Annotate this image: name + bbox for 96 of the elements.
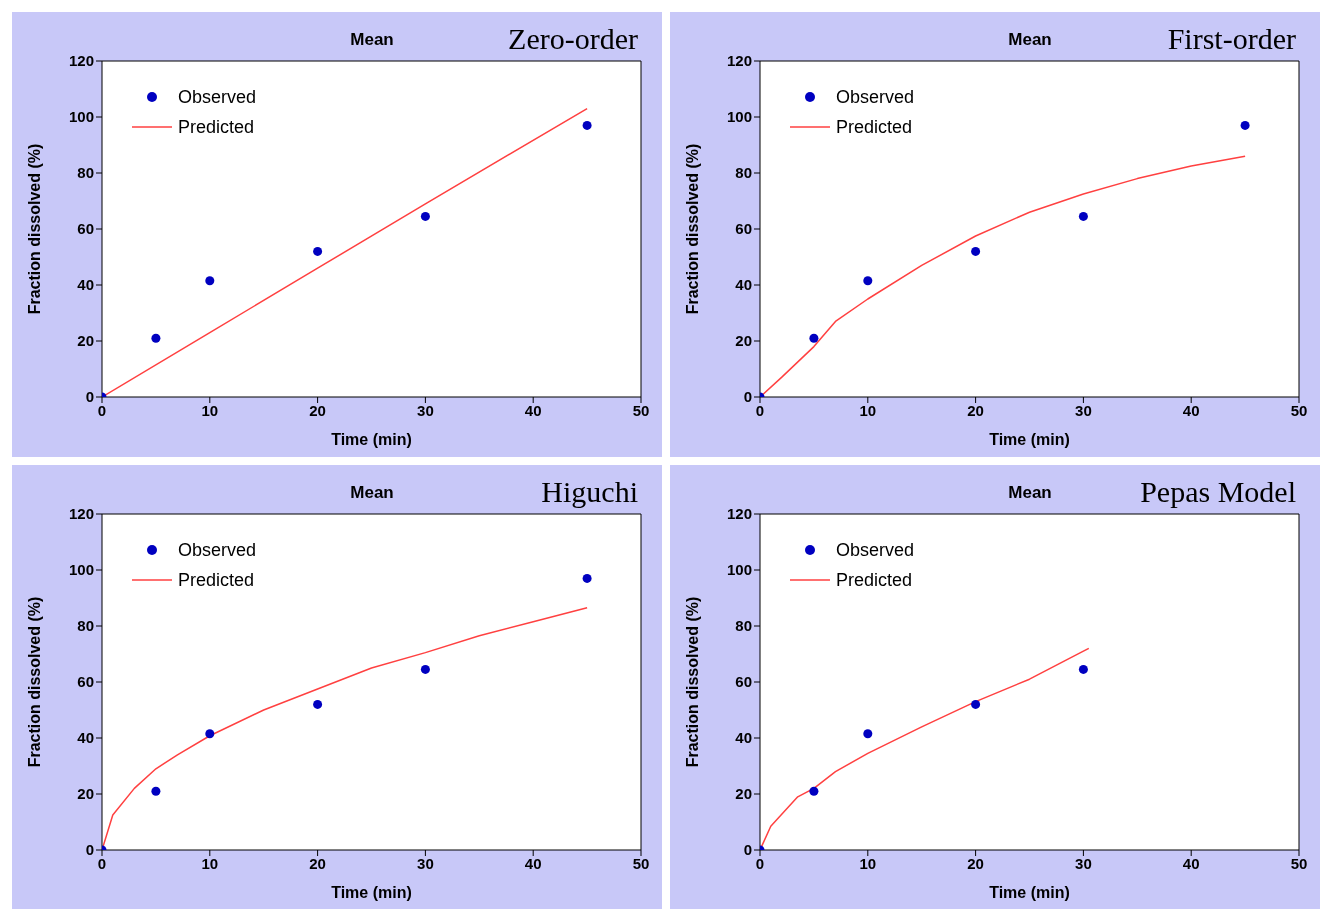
y-axis-title: Fraction dissolved (%) <box>683 596 701 768</box>
y-tick-label: 120 <box>726 505 752 523</box>
x-axis-title: Time (min) <box>331 431 412 448</box>
x-tick-label: 50 <box>1290 854 1308 872</box>
y-axis-title: Fraction dissolved (%) <box>683 143 701 315</box>
legend-label: Predicted <box>178 116 255 139</box>
x-tick-label: 10 <box>859 401 877 419</box>
chart-title: Mean <box>350 30 394 49</box>
x-tick-label: 40 <box>1182 854 1200 872</box>
x-tick-label: 30 <box>417 401 434 419</box>
x-tick-label: 30 <box>417 854 434 872</box>
y-tick-label: 40 <box>77 276 94 294</box>
y-tick-label: 0 <box>85 841 94 859</box>
y-tick-label: 60 <box>77 220 94 238</box>
x-tick-label: 40 <box>524 401 542 419</box>
legend-label: Predicted <box>178 569 255 592</box>
chart-subtitle: Zero-order <box>508 22 638 56</box>
x-tick-label: 0 <box>97 401 107 419</box>
legend-label: Observed <box>178 539 257 562</box>
y-tick-label: 20 <box>735 332 752 350</box>
y-axis-title: Fraction dissolved (%) <box>25 143 43 315</box>
x-tick-label: 20 <box>967 401 984 419</box>
point <box>863 276 873 286</box>
y-tick-label: 20 <box>735 785 752 803</box>
point <box>971 699 981 709</box>
x-tick-label: 10 <box>859 854 877 872</box>
point <box>151 333 161 343</box>
x-axis-title: Time (min) <box>989 431 1070 448</box>
y-tick-label: 80 <box>77 617 94 635</box>
point <box>313 699 323 709</box>
y-tick-label: 0 <box>85 388 94 406</box>
point <box>582 120 592 130</box>
y-tick-label: 20 <box>77 332 94 350</box>
x-tick-label: 0 <box>97 854 107 872</box>
point <box>1078 211 1088 221</box>
point <box>205 729 215 739</box>
point <box>151 786 161 796</box>
x-tick-label: 40 <box>524 854 542 872</box>
point <box>809 333 819 343</box>
y-tick-label: 80 <box>77 164 94 182</box>
x-tick-label: 10 <box>201 401 219 419</box>
y-tick-label: 60 <box>735 673 752 691</box>
x-tick-label: 20 <box>967 854 984 872</box>
x-tick-label: 10 <box>201 854 219 872</box>
x-tick-label: 40 <box>1182 401 1200 419</box>
x-axis-title: Time (min) <box>989 884 1070 901</box>
point <box>582 573 592 583</box>
x-axis-title: Time (min) <box>331 884 412 901</box>
chart-title: Mean <box>350 483 394 502</box>
x-tick-label: 50 <box>632 854 650 872</box>
point <box>809 786 819 796</box>
point <box>1240 120 1250 130</box>
point <box>420 664 430 674</box>
chart-subtitle: Higuchi <box>541 475 638 509</box>
point <box>1078 664 1088 674</box>
y-tick-label: 80 <box>735 164 752 182</box>
legend-label: Predicted <box>836 569 913 592</box>
y-tick-label: 100 <box>68 108 94 126</box>
x-tick-label: 30 <box>1075 854 1092 872</box>
y-tick-label: 120 <box>68 52 94 70</box>
chart-subtitle: Pepas Model <box>1140 475 1296 509</box>
y-tick-label: 120 <box>68 505 94 523</box>
chart-title: Mean <box>1008 483 1052 502</box>
y-axis-title: Fraction dissolved (%) <box>25 596 43 768</box>
x-tick-label: 20 <box>309 401 326 419</box>
chart-subtitle: First-order <box>1167 22 1296 56</box>
y-tick-label: 100 <box>726 108 752 126</box>
y-tick-label: 0 <box>743 841 752 859</box>
y-tick-label: 80 <box>735 617 752 635</box>
y-tick-label: 40 <box>77 729 94 747</box>
x-tick-label: 0 <box>755 854 765 872</box>
line-series <box>760 155 1246 397</box>
x-tick-label: 20 <box>309 854 326 872</box>
point <box>863 729 873 739</box>
y-tick-label: 20 <box>77 785 94 803</box>
y-tick-label: 100 <box>726 561 752 579</box>
legend-label: Observed <box>836 539 915 562</box>
x-tick-label: 50 <box>1290 401 1308 419</box>
x-tick-label: 0 <box>755 401 765 419</box>
legend-label: Predicted <box>836 116 913 139</box>
y-tick-label: 120 <box>726 52 752 70</box>
chart-title: Mean <box>1008 30 1052 49</box>
y-tick-label: 60 <box>77 673 94 691</box>
legend-label: Observed <box>836 86 915 109</box>
point <box>971 246 981 256</box>
legend-label: Observed <box>178 86 257 109</box>
point <box>420 211 430 221</box>
point <box>205 276 215 286</box>
y-tick-label: 100 <box>68 561 94 579</box>
y-tick-label: 40 <box>735 729 752 747</box>
y-tick-label: 0 <box>743 388 752 406</box>
point <box>313 246 323 256</box>
y-tick-label: 60 <box>735 220 752 238</box>
x-tick-label: 30 <box>1075 401 1092 419</box>
x-tick-label: 50 <box>632 401 650 419</box>
y-tick-label: 40 <box>735 276 752 294</box>
